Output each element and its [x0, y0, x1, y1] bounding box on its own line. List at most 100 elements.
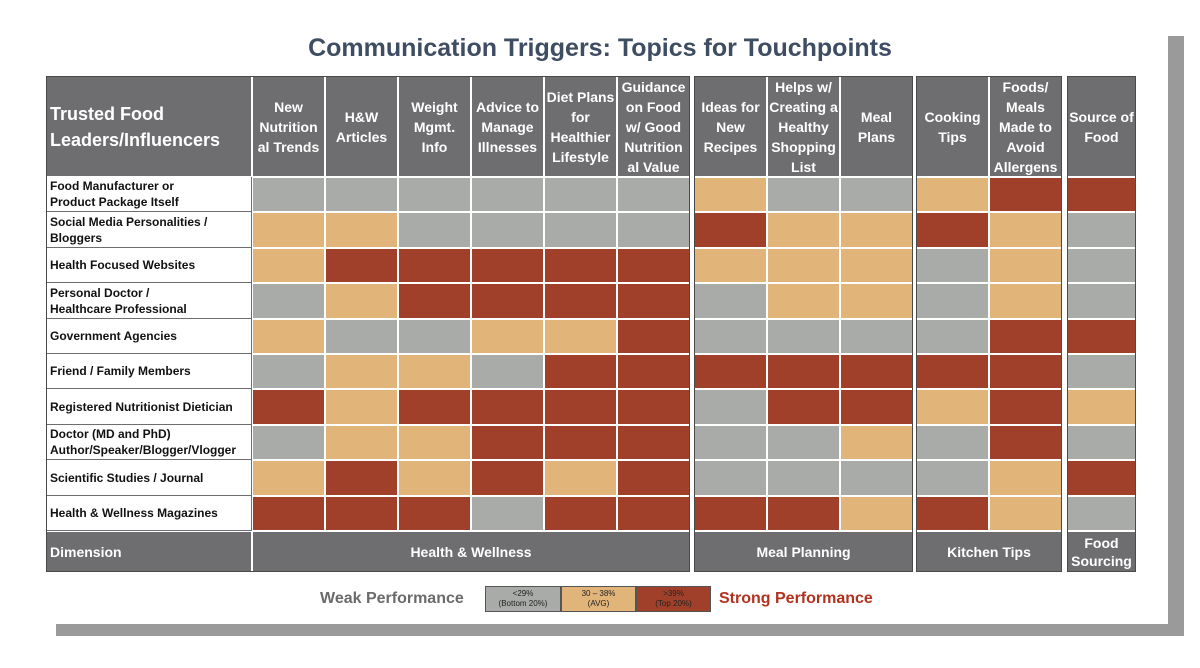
legend-strong-label: Strong Performance: [719, 590, 873, 607]
heatmap-cell: [617, 283, 690, 319]
heatmap-cell: [840, 460, 913, 496]
heatmap-cell: [544, 248, 617, 283]
heatmap-cell: [694, 212, 767, 248]
heatmap-cell: [916, 319, 989, 354]
column-header: Foods/ Meals Made to Avoid Allergens: [989, 76, 1062, 177]
heatmap-cell: [398, 460, 471, 496]
heatmap-cell: [1067, 177, 1136, 212]
heatmap-cell: [1067, 248, 1136, 283]
heatmap-cell: [840, 425, 913, 460]
heatmap-cell: [471, 354, 544, 389]
heatmap-cell: [989, 425, 1062, 460]
column-header: Guidance on Food w/ Good Nutrition al Va…: [617, 76, 690, 177]
group-separator: [1062, 76, 1067, 572]
heatmap-cell: [989, 389, 1062, 425]
heatmap-cell: [840, 177, 913, 212]
heatmap-cell: [617, 460, 690, 496]
heatmap-cell: [398, 283, 471, 319]
heatmap-cell: [617, 319, 690, 354]
heatmap-cell: [916, 177, 989, 212]
heatmap-cell: [767, 319, 840, 354]
heatmap-cell: [916, 460, 989, 496]
heatmap-cell: [617, 248, 690, 283]
heatmap-cell: [694, 496, 767, 531]
heatmap-cell: [840, 283, 913, 319]
heatmap-cell: [544, 496, 617, 531]
column-header: New Nutrition al Trends: [252, 76, 325, 177]
row-label: Food Manufacturer or Product Package Its…: [46, 177, 252, 212]
heatmap-cell: [471, 496, 544, 531]
legend-box-strong: >39% (Top 20%): [636, 586, 711, 612]
row-label: Health Focused Websites: [46, 248, 252, 283]
heatmap-cell: [694, 425, 767, 460]
legend-box-avg: 30 – 38% (AVG): [561, 586, 636, 612]
heatmap-cell: [840, 496, 913, 531]
heatmap-cell: [398, 177, 471, 212]
heatmap-cell: [325, 496, 398, 531]
heatmap-cell: [544, 319, 617, 354]
heatmap-cell: [840, 354, 913, 389]
dimension-label: Dimension: [46, 531, 252, 572]
heatmap-cell: [989, 496, 1062, 531]
heatmap-cell: [544, 283, 617, 319]
heatmap-cell: [252, 354, 325, 389]
heatmap-cell: [471, 248, 544, 283]
heatmap-cell: [544, 212, 617, 248]
column-header: Ideas for New Recipes: [694, 76, 767, 177]
heatmap-cell: [252, 496, 325, 531]
heatmap-cell: [1067, 283, 1136, 319]
heatmap-cell: [989, 248, 1062, 283]
row-label: Friend / Family Members: [46, 354, 252, 389]
heatmap-cell: [1067, 460, 1136, 496]
heatmap-cell: [471, 212, 544, 248]
heatmap-cell: [544, 177, 617, 212]
heatmap-cell: [325, 460, 398, 496]
dimension-label: Health & Wellness: [252, 531, 690, 572]
dimension-label: Kitchen Tips: [916, 531, 1062, 572]
legend-box-weak: <29% (Bottom 20%): [485, 586, 561, 612]
heatmap-cell: [694, 460, 767, 496]
heatmap-cell: [252, 460, 325, 496]
dimension-label: Food Sourcing: [1067, 531, 1136, 572]
heatmap-cell: [989, 460, 1062, 496]
heatmap-cell: [989, 283, 1062, 319]
legend-weak-label: Weak Performance: [320, 590, 464, 607]
heatmap-cell: [471, 389, 544, 425]
heatmap-cell: [617, 354, 690, 389]
heatmap-cell: [398, 389, 471, 425]
heatmap-cell: [544, 389, 617, 425]
chart-title: Communication Triggers: Topics for Touch…: [308, 34, 892, 62]
heatmap-cell: [767, 177, 840, 212]
heatmap-cell: [916, 212, 989, 248]
heatmap-cell: [767, 389, 840, 425]
heatmap-cell: [617, 496, 690, 531]
heatmap-cell: [252, 283, 325, 319]
heatmap-cell: [989, 319, 1062, 354]
heatmap-cell: [544, 354, 617, 389]
heatmap-cell: [916, 283, 989, 319]
heatmap-cell: [471, 283, 544, 319]
heatmap-cell: [544, 460, 617, 496]
heatmap-cell: [398, 354, 471, 389]
heatmap-cell: [916, 425, 989, 460]
heatmap-cell: [325, 248, 398, 283]
heatmap-cell: [398, 212, 471, 248]
column-header: Helps w/ Creating a Healthy Shopping Lis…: [767, 76, 840, 177]
heatmap-cell: [398, 319, 471, 354]
heatmap-cell: [1067, 425, 1136, 460]
column-header: Weight Mgmt. Info: [398, 76, 471, 177]
column-header: Advice to Manage Illnesses: [471, 76, 544, 177]
heatmap-cell: [989, 354, 1062, 389]
heatmap-cell: [916, 496, 989, 531]
heatmap-cell: [325, 389, 398, 425]
heatmap-cell: [252, 212, 325, 248]
heatmap-cell: [1067, 354, 1136, 389]
heatmap-cell: [325, 319, 398, 354]
heatmap-cell: [617, 389, 690, 425]
heatmap-cell: [840, 319, 913, 354]
heatmap-cell: [471, 177, 544, 212]
heatmap-cell: [617, 425, 690, 460]
dimension-label: Meal Planning: [694, 531, 913, 572]
heatmap-cell: [694, 319, 767, 354]
column-header: Diet Plans for Healthier Lifestyle: [544, 76, 617, 177]
